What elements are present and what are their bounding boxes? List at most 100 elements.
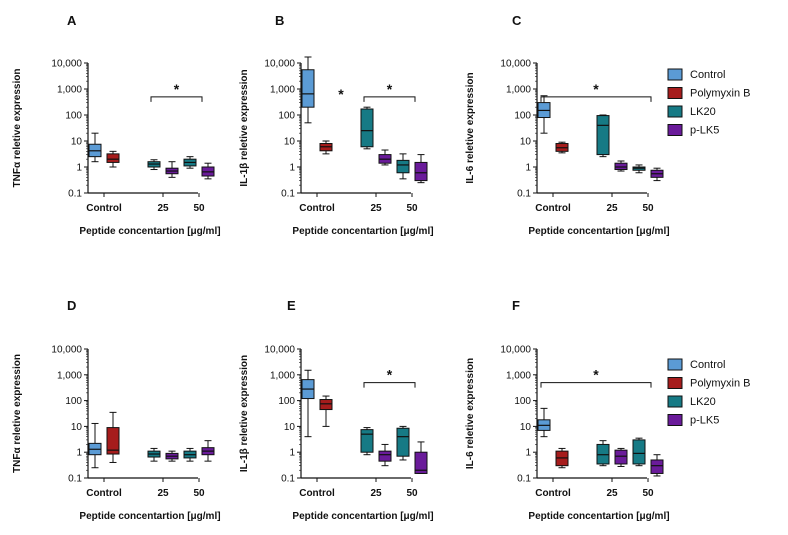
y-axis-title: IL-1β reletive expression (239, 69, 250, 186)
y-tick-label: 100 (278, 111, 295, 122)
box-p-lk5 (201, 440, 215, 462)
significance-bracket (540, 96, 652, 102)
box-polymyxin-b (319, 395, 333, 427)
box-polymyxin-b (555, 141, 569, 154)
y-tick-label: 1,000 (57, 370, 82, 381)
legend-swatch (667, 87, 683, 99)
legend-swatch (667, 377, 683, 389)
x-tick-label: Control (86, 203, 122, 214)
panel-C: C 0.1 1 10 100 1,000 10,000 Control 25 50 Peptide … (465, 13, 670, 237)
x-tick-label: 25 (157, 488, 169, 499)
box-polymyxin-b (106, 150, 120, 168)
x-tick-label: 50 (406, 488, 418, 499)
box-body (414, 451, 428, 474)
box-control (301, 56, 315, 124)
x-axis-title: Peptide concentartion [μg/ml] (528, 511, 669, 522)
box-body (614, 449, 628, 465)
box-lk20 (396, 153, 410, 180)
legend-1: Control Polymyxin B LK20 p-LK5 (667, 68, 751, 137)
box-body (319, 399, 333, 411)
x-tick-label: 25 (370, 203, 382, 214)
x-tick-label: 50 (642, 488, 654, 499)
panel-label: D (67, 298, 76, 313)
y-tick-label: 1 (76, 448, 82, 459)
y-tick-label: 10 (520, 137, 532, 148)
x-tick-label: 50 (193, 488, 205, 499)
y-tick-label: 10 (520, 422, 532, 433)
x-tick-label: 50 (406, 203, 418, 214)
y-tick-label: 10,000 (264, 59, 295, 70)
x-tick-label: 50 (193, 203, 205, 214)
box-p-lk5 (414, 441, 428, 474)
y-tick-label: 1 (289, 163, 295, 174)
box-body (360, 429, 374, 453)
y-tick-label: 10,000 (500, 59, 531, 70)
panel-label: B (275, 13, 284, 28)
y-axis-title: IL-6 reletive expression (465, 358, 476, 469)
box-p-lk5 (378, 443, 392, 467)
significance-star: * (387, 367, 393, 383)
box-body (614, 162, 628, 171)
box-body (396, 427, 410, 457)
legend-swatch (667, 358, 683, 371)
box-body (301, 69, 315, 108)
box-p-lk5 (201, 162, 215, 180)
x-tick-label: Control (535, 488, 571, 499)
y-tick-label: 10 (284, 137, 296, 148)
y-tick-label: 100 (514, 396, 531, 407)
box-polymyxin-b (319, 140, 333, 155)
box-lk20 (360, 427, 374, 456)
y-tick-label: 100 (514, 111, 531, 122)
legend-label: LK20 (690, 106, 716, 118)
y-tick-label: 0.1 (517, 189, 531, 200)
x-tick-label: 25 (606, 203, 618, 214)
box-lk20 (632, 164, 646, 174)
legend-label: Control (690, 359, 725, 371)
box-p-lk5 (650, 167, 664, 182)
legend-label: Polymyxin B (690, 378, 751, 390)
box-p-lk5 (614, 160, 628, 172)
y-tick-label: 1 (76, 163, 82, 174)
y-tick-label: 100 (65, 396, 82, 407)
box-body (396, 159, 410, 174)
box-control (537, 407, 551, 438)
legend-swatch (667, 124, 683, 136)
y-tick-label: 1,000 (57, 85, 82, 96)
significance-bracket (363, 96, 416, 102)
y-tick-label: 10,000 (500, 345, 531, 356)
box-lk20 (596, 114, 610, 158)
x-tick-label: Control (299, 488, 335, 499)
box-control (88, 132, 102, 163)
x-tick-label: 25 (606, 488, 618, 499)
panel-D: D 0.1 1 10 100 1,000 10,000 Control 25 50 Peptide … (12, 298, 221, 522)
box-body (596, 115, 610, 156)
box-body (106, 427, 120, 455)
significance-star: * (593, 367, 599, 383)
y-tick-label: 0.1 (281, 189, 295, 200)
significance-bracket (150, 96, 203, 102)
box-polymyxin-b (106, 411, 120, 463)
legend-label: LK20 (690, 396, 716, 408)
box-p-lk5 (165, 161, 179, 178)
legend-label: Control (690, 69, 725, 81)
y-tick-label: 1 (525, 448, 531, 459)
x-axis-title: Peptide concentartion [μg/ml] (79, 511, 220, 522)
y-tick-label: 10,000 (51, 345, 82, 356)
box-body (378, 450, 392, 462)
box-lk20 (183, 156, 197, 169)
box-lk20 (596, 440, 610, 467)
box-p-lk5 (165, 450, 179, 462)
box-control (537, 95, 551, 134)
box-p-lk5 (614, 447, 628, 467)
y-tick-label: 1,000 (506, 370, 531, 381)
y-tick-label: 1,000 (506, 85, 531, 96)
box-lk20 (147, 159, 161, 171)
significance-star: * (174, 81, 180, 97)
x-tick-label: 50 (642, 203, 654, 214)
significance-bracket (363, 382, 416, 388)
x-axis-title: Peptide concentartion [μg/ml] (79, 226, 220, 237)
box-p-lk5 (378, 149, 392, 166)
box-control (301, 369, 315, 438)
panel-label: E (287, 298, 296, 313)
box-lk20 (632, 437, 646, 467)
